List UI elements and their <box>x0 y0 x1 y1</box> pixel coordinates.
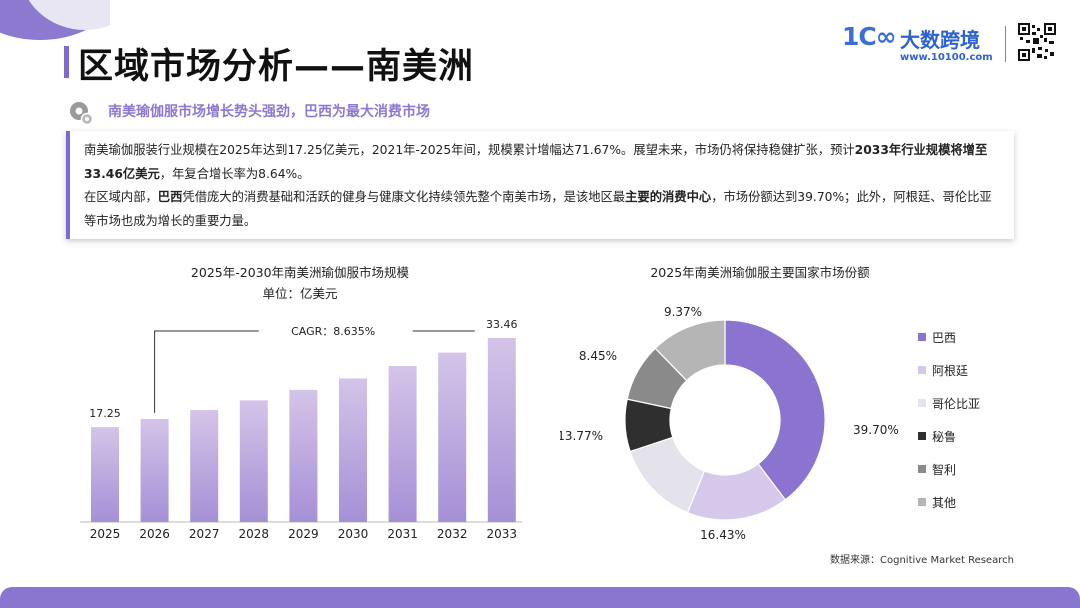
bar-2030 <box>339 378 367 522</box>
x-tick-label: 2028 <box>239 527 270 541</box>
legend-swatch <box>918 366 926 374</box>
bar-2028 <box>239 400 268 522</box>
x-tick-label: 2030 <box>338 527 369 541</box>
page-title: 区域市场分析——南美洲 <box>78 47 475 87</box>
logo-divider <box>1005 26 1006 62</box>
legend-swatch <box>918 399 926 407</box>
legend-label: 阿根廷 <box>932 364 968 378</box>
x-tick-label: 2031 <box>387 527 418 541</box>
slice-value-label: 13.77% <box>560 429 603 443</box>
slice-value-label: 39.70% <box>853 423 899 437</box>
bar-2029 <box>289 389 318 522</box>
bar-2027 <box>190 410 219 522</box>
legend-label: 秘鲁 <box>932 430 956 444</box>
legend-label: 哥伦比亚 <box>932 396 980 411</box>
gear-icon <box>70 102 94 126</box>
x-tick-label: 2033 <box>487 527 518 541</box>
data-source: 数据来源：Cognitive Market Research <box>830 555 1014 566</box>
bar-2031 <box>388 366 417 522</box>
logo-mark: 1C∞ <box>842 22 897 51</box>
donut-chart: 39.70% 16.43% 13.77% 8.45% 9.37% 巴西阿根廷哥伦比亚秘鲁智… <box>560 305 980 542</box>
bar-chart: 2025 17.25 2026 2027 2028 2029 2030 2031 2032 203… <box>80 318 522 541</box>
legend-label: 智利 <box>932 462 956 477</box>
legend-label: 巴西 <box>932 331 956 345</box>
bar-2025 <box>91 427 119 522</box>
donut-slice-5 <box>654 319 726 382</box>
pie-chart-title: 2025年南美洲瑜伽服主要国家市场份额 <box>650 265 870 280</box>
slice-value-label: 9.37% <box>664 305 702 319</box>
x-tick-label: 2025 <box>90 527 121 541</box>
bar-2026 <box>140 418 169 522</box>
corner-decoration <box>0 0 110 40</box>
cagr-bracket-left <box>154 330 259 413</box>
logo-name: 大数跨境 <box>900 28 980 52</box>
donut-slice-0 <box>724 319 826 501</box>
bar-2033 <box>487 337 516 522</box>
brand-logo: 1C∞ 大数跨境 www.10100.com <box>842 18 1062 68</box>
legend-swatch <box>918 465 926 473</box>
x-tick-label: 2027 <box>189 527 220 541</box>
section-subtitle: 南美瑜伽服市场增长势头强劲，巴西为最大消费市场 <box>108 104 430 120</box>
bar-chart-title: 2025年-2030年南美洲瑜伽服市场规模 单位：亿美元 <box>120 262 480 302</box>
footer-bar <box>0 587 1080 608</box>
x-tick-label: 2026 <box>139 527 170 541</box>
bar-chart-unit: 单位：亿美元 <box>262 286 338 301</box>
data-label: 33.46 <box>486 318 518 331</box>
legend-swatch <box>918 432 926 440</box>
legend-swatch <box>918 498 926 506</box>
qr-code-icon <box>1018 23 1056 61</box>
logo-url: www.10100.com <box>900 52 993 63</box>
summary-box: 南美瑜伽服装行业规模在2025年达到17.25亿美元，2021年-2025年间，… <box>66 131 1014 239</box>
summary-paragraph-1: 南美瑜伽服装行业规模在2025年达到17.25亿美元，2021年-2025年间，… <box>84 143 988 181</box>
slice-value-label: 16.43% <box>700 528 746 542</box>
cagr-annotation: CAGR：8.635% <box>291 325 375 338</box>
data-label: 17.25 <box>89 407 121 420</box>
slice-value-label: 8.45% <box>579 349 617 363</box>
legend-swatch <box>918 333 926 341</box>
title-accent-bar <box>64 46 69 78</box>
x-tick-label: 2029 <box>288 527 319 541</box>
legend-label: 其他 <box>932 496 956 510</box>
x-tick-label: 2032 <box>437 527 468 541</box>
bar-2032 <box>438 352 467 522</box>
summary-paragraph-2: 在区域内部，巴西凭借庞大的消费基础和活跃的健身与健康文化持续领先整个南美市场，是… <box>84 190 992 228</box>
